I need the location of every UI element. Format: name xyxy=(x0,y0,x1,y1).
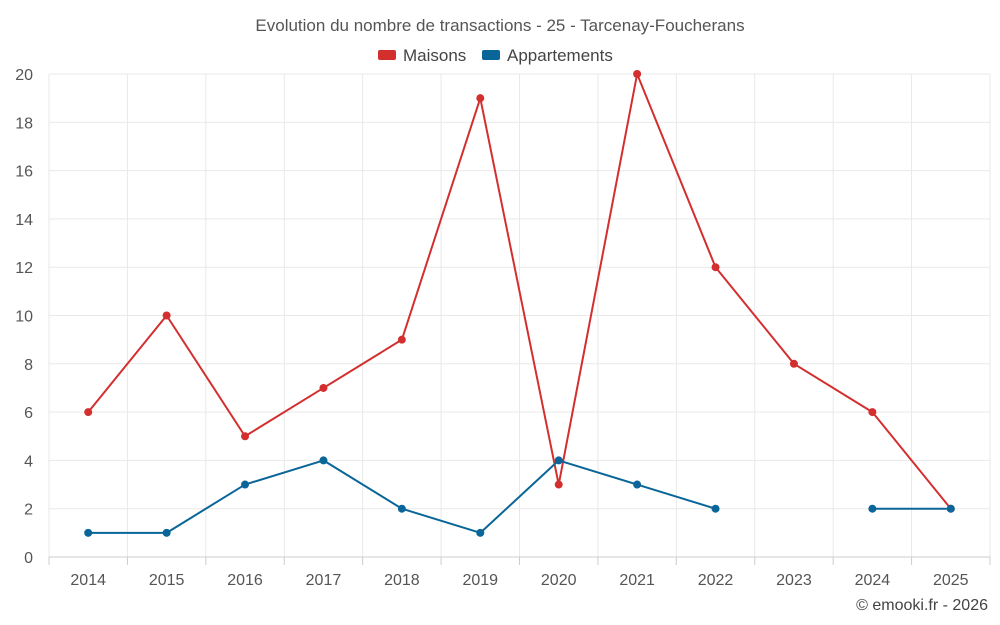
chart-title: Evolution du nombre de transactions - 25… xyxy=(255,16,744,35)
data-point-appartements[interactable] xyxy=(476,528,485,537)
data-point-appartements[interactable] xyxy=(84,528,93,537)
x-tick-label: 2014 xyxy=(70,572,106,589)
data-point-maisons[interactable] xyxy=(319,383,328,392)
plot-area xyxy=(84,70,955,537)
data-point-appartements[interactable] xyxy=(711,504,720,513)
legend-item-appartements[interactable]: Appartements xyxy=(482,46,613,65)
y-tick-label: 4 xyxy=(24,453,33,470)
series-maisons xyxy=(84,70,955,513)
legend-label-maisons: Maisons xyxy=(403,46,466,65)
data-point-appartements[interactable] xyxy=(397,504,406,513)
data-point-maisons[interactable] xyxy=(241,432,250,441)
x-tick-label: 2016 xyxy=(227,572,263,589)
series-appartements xyxy=(84,456,955,537)
x-tick-label: 2019 xyxy=(462,572,498,589)
y-tick-label: 20 xyxy=(15,67,33,84)
y-tick-label: 10 xyxy=(15,309,33,326)
y-tick-label: 8 xyxy=(24,357,33,374)
data-point-appartements[interactable] xyxy=(162,528,171,537)
data-point-appartements[interactable] xyxy=(946,504,955,513)
x-tick-label: 2018 xyxy=(384,572,420,589)
y-tick-label: 0 xyxy=(24,550,33,567)
data-point-appartements[interactable] xyxy=(868,504,877,513)
data-point-maisons[interactable] xyxy=(633,70,642,78)
data-point-maisons[interactable] xyxy=(789,359,798,368)
y-tick-label: 12 xyxy=(15,260,33,277)
y-tick-label: 16 xyxy=(15,164,33,181)
legend: Maisons Appartements xyxy=(378,46,613,65)
x-tick-label: 2020 xyxy=(541,572,577,589)
grid xyxy=(48,73,991,557)
x-tick-label: 2022 xyxy=(698,572,734,589)
x-tick-label: 2024 xyxy=(855,572,891,589)
data-point-appartements[interactable] xyxy=(241,480,250,489)
y-tick-label: 6 xyxy=(24,405,33,422)
credit-text: © emooki.fr - 2026 xyxy=(856,597,988,614)
data-point-maisons[interactable] xyxy=(554,480,563,489)
legend-swatch-maisons xyxy=(378,50,396,60)
series-line-maisons xyxy=(87,73,952,510)
x-tick-label: 2017 xyxy=(306,572,342,589)
legend-item-maisons[interactable]: Maisons xyxy=(378,46,466,65)
data-point-maisons[interactable] xyxy=(84,408,93,417)
x-tick-label: 2023 xyxy=(776,572,812,589)
data-point-appartements[interactable] xyxy=(319,456,328,465)
data-point-maisons[interactable] xyxy=(397,335,406,344)
data-point-maisons[interactable] xyxy=(162,311,171,320)
y-tick-label: 14 xyxy=(15,212,33,229)
legend-swatch-appartements xyxy=(482,50,500,60)
data-point-appartements[interactable] xyxy=(554,456,563,465)
y-axis: 0 2 4 6 8 10 12 14 16 18 20 xyxy=(15,67,33,567)
y-tick-label: 18 xyxy=(15,115,33,132)
data-point-maisons[interactable] xyxy=(868,408,877,417)
y-tick-label: 2 xyxy=(24,502,33,519)
x-tick-label: 2021 xyxy=(619,572,655,589)
data-point-maisons[interactable] xyxy=(476,94,485,103)
x-axis: 2014 2015 2016 2017 2018 2019 2020 2021 2022 2023… xyxy=(48,556,991,589)
x-tick-label: 2015 xyxy=(149,572,185,589)
legend-label-appartements: Appartements xyxy=(507,46,613,65)
data-point-appartements[interactable] xyxy=(633,480,642,489)
x-tick-label: 2025 xyxy=(933,572,969,589)
data-point-maisons[interactable] xyxy=(711,263,720,272)
